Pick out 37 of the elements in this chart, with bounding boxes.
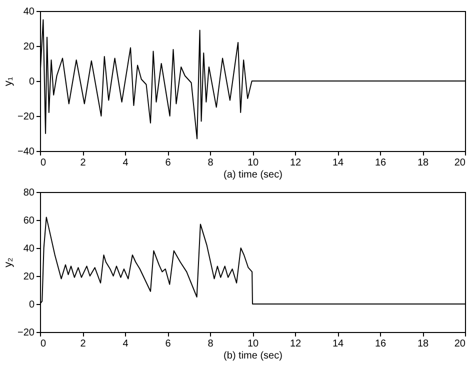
x-tick-label: 18 — [417, 158, 429, 168]
x-tick-label: 6 — [165, 338, 172, 350]
x-axis-title: (b) time (sec) — [224, 350, 282, 362]
x-tick-label: 2 — [80, 158, 86, 168]
y-tick-label: 0 — [28, 300, 35, 310]
x-tick-label: 0 — [40, 338, 46, 350]
x-tick-label: 0 — [40, 158, 46, 168]
y-tick-label: 60 — [23, 216, 35, 226]
x-tick-label: 14 — [332, 158, 344, 168]
y-tick-label: 20 — [23, 42, 35, 52]
x-tick-label: 8 — [208, 158, 214, 168]
x-tick-label: 20 — [454, 338, 466, 350]
x-tick-label: 2 — [80, 338, 86, 350]
x-tick-label: 10 — [247, 158, 259, 168]
x-tick-label: 16 — [374, 338, 386, 350]
x-tick-label: 14 — [332, 338, 344, 350]
x-tick-label: 4 — [122, 158, 129, 168]
y-tick-label: −20 — [18, 112, 35, 122]
y-tick-label: 0 — [28, 76, 35, 88]
y-tick-label: 20 — [23, 272, 35, 282]
x-axis-title: (a) time (sec) — [224, 170, 282, 180]
y-tick-label: 40 — [23, 6, 35, 18]
y-tick-label: −40 — [18, 146, 35, 158]
x-tick-label: 18 — [417, 338, 429, 350]
x-tick-label: 12 — [290, 158, 302, 168]
x-tick-label: 20 — [454, 158, 466, 168]
x-tick-label: 8 — [208, 338, 214, 350]
x-tick-label: 4 — [122, 338, 129, 350]
y-tick-label: −20 — [18, 328, 35, 338]
y-axis-title: y₂ — [2, 258, 15, 268]
x-tick-label: 12 — [290, 338, 302, 350]
y-axis-title: y₁ — [2, 76, 15, 86]
x-tick-label: 16 — [374, 158, 386, 168]
y-tick-label: 40 — [23, 244, 35, 254]
x-tick-label: 6 — [165, 158, 172, 168]
y-tick-label: 80 — [23, 188, 35, 198]
x-tick-label: 10 — [247, 338, 259, 350]
